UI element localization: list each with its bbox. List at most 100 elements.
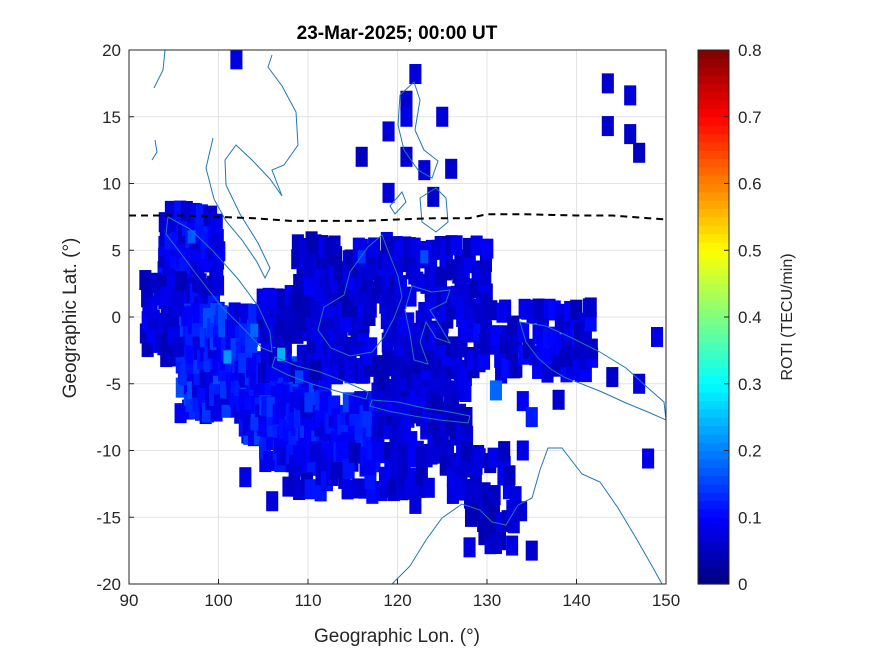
colorbar-step (698, 91, 729, 101)
colorbar-ticks: 0 0.1 0.2 0.3 0.4 0.5 0.6 0.7 0.8 (724, 41, 762, 594)
roti-cell (450, 235, 463, 256)
roti-cell (489, 533, 502, 554)
roti-cell (372, 441, 385, 462)
roti-cell (516, 440, 529, 461)
roti-cell (292, 291, 305, 312)
roti-cell (489, 380, 502, 401)
roti-hotspot (250, 323, 259, 337)
roti-hotspot (250, 417, 259, 431)
roti-hotspot (277, 347, 286, 361)
roti-cell (431, 394, 444, 415)
roti-cell (473, 448, 486, 469)
colorbar-step (698, 300, 729, 310)
roti-cell (516, 391, 529, 412)
roti-cell (139, 270, 152, 291)
roti-cell (601, 116, 614, 137)
colorbar-step (698, 450, 729, 460)
y-tick-label: -20 (96, 575, 121, 594)
colorbar-step (698, 575, 729, 585)
colorbar-step (698, 75, 729, 84)
roti-hotspot (420, 250, 429, 264)
roti-cell (315, 455, 328, 476)
coastline-sumatra (165, 216, 273, 353)
y-tick-label: -10 (96, 442, 121, 461)
roti-cell (210, 213, 223, 234)
roti-cell (342, 458, 355, 479)
colorbar-step (698, 417, 729, 427)
roti-cell (467, 482, 480, 503)
roti-cell (409, 64, 422, 85)
roti-cell (408, 264, 421, 285)
roti-cell (507, 315, 520, 336)
roti-cell (382, 121, 395, 142)
colorbar-step (698, 141, 729, 151)
roti-cell (642, 448, 655, 469)
roti-cell (624, 124, 637, 145)
roti-cell (400, 106, 413, 127)
roti-cell (506, 535, 519, 556)
colorbar-step (698, 200, 729, 210)
colorbar-step (698, 367, 729, 377)
roti-cell (355, 146, 368, 167)
roti-cell (633, 373, 646, 394)
colorbar-step (698, 317, 729, 326)
x-axis-label: Geographic Lon. (°) (314, 626, 480, 647)
colorbar-tick-label: 0 (738, 575, 747, 594)
coastline-borneo (317, 234, 403, 357)
roti-cell (606, 367, 619, 388)
y-tick-label: -15 (96, 508, 121, 527)
colorbar-step (698, 241, 729, 251)
roti-cell (348, 442, 362, 463)
x-tick-label: 90 (120, 591, 139, 610)
colorbar-step (698, 358, 729, 368)
roti-cell (624, 85, 637, 106)
colorbar-step (698, 83, 729, 93)
colorbar-step (698, 483, 729, 493)
roti-cell (570, 299, 583, 320)
coastline-new-guinea (519, 321, 666, 421)
colorbar-step (698, 433, 729, 443)
coastline-lesser-sunda (369, 399, 471, 424)
roti-cell (266, 491, 279, 512)
roti-cell (585, 338, 598, 359)
y-tick-label: 15 (102, 108, 121, 127)
colorbar-step (698, 275, 729, 285)
y-tick-label: 0 (112, 308, 121, 327)
roti-cell (445, 158, 458, 179)
colorbar-tick-label: 0.8 (738, 41, 762, 60)
colorbar-step (698, 258, 729, 268)
colorbar-tick-label: 0.6 (738, 175, 762, 194)
roti-cell (372, 355, 385, 376)
roti-cell (335, 441, 348, 462)
colorbar-step (698, 208, 729, 218)
roti-cell (498, 441, 511, 462)
colorbar-step (698, 375, 729, 385)
roti-cell (503, 465, 516, 486)
colorbar-label: ROTI (TECU/min) (779, 253, 796, 380)
roti-cell (418, 301, 431, 323)
colorbar-step (698, 342, 729, 351)
colorbar-step (698, 400, 729, 410)
colorbar-step (698, 550, 729, 560)
colorbar-step (698, 108, 729, 118)
roti-cell (463, 537, 476, 558)
colorbar-step (698, 266, 729, 276)
roti-cell (362, 406, 375, 427)
x-tick-label: 110 (294, 591, 321, 610)
colorbar-step (698, 250, 729, 260)
colorbar-step (698, 158, 729, 168)
roti-cell (485, 300, 498, 321)
coastline-malay-peninsula (153, 50, 299, 280)
roti-cell (394, 275, 408, 296)
colorbar-tick-label: 0.7 (738, 108, 762, 127)
chart-title: 23-Mar-2025; 00:00 UT (297, 23, 498, 44)
colorbar-step (698, 166, 729, 176)
colorbar-step (698, 233, 729, 243)
y-axis: -20 -15 -10 -5 0 5 10 15 20 (96, 41, 134, 594)
roti-cell (172, 286, 185, 307)
roti-cell (487, 447, 500, 468)
roti-cell (454, 480, 467, 501)
roti-cell (211, 229, 224, 250)
roti-cell (633, 142, 646, 163)
